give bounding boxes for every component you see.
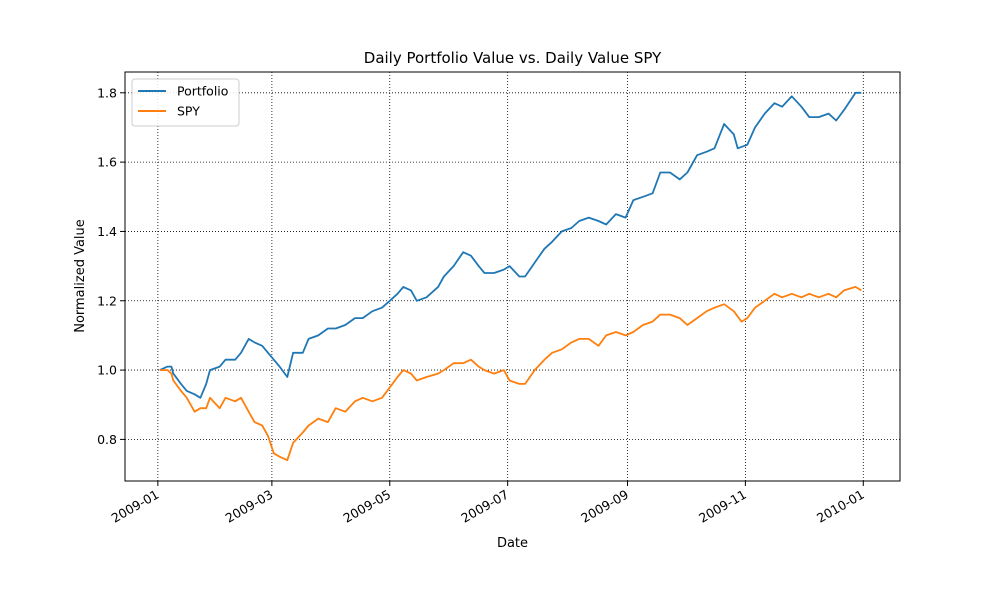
y-tick-label: 1.2 [97, 293, 117, 308]
y-tick-label: 1.4 [97, 224, 117, 239]
y-tick-label: 1.8 [97, 85, 117, 100]
series-line-portfolio [159, 91, 862, 399]
plot-area-frame [124, 71, 901, 482]
y-tick-label: 1.6 [97, 155, 117, 170]
y-axis-ticks: 0.8 1.0 1.2 1.4 1.6 1.8 [97, 85, 125, 447]
series-lines [159, 91, 862, 462]
legend: Portfolio SPY [131, 78, 240, 127]
y-tick-label: 0.8 [97, 432, 117, 447]
y-axis-label: Normalized Value [73, 219, 88, 333]
grid-lines [125, 72, 900, 481]
x-axis-label: Date [497, 536, 528, 551]
legend-label-portfolio: Portfolio [177, 84, 228, 99]
legend-label-spy: SPY [177, 104, 200, 119]
chart-title: Daily Portfolio Value vs. Daily Value SP… [364, 49, 662, 67]
y-tick-label: 1.0 [97, 363, 117, 378]
series-line-spy [159, 285, 862, 462]
